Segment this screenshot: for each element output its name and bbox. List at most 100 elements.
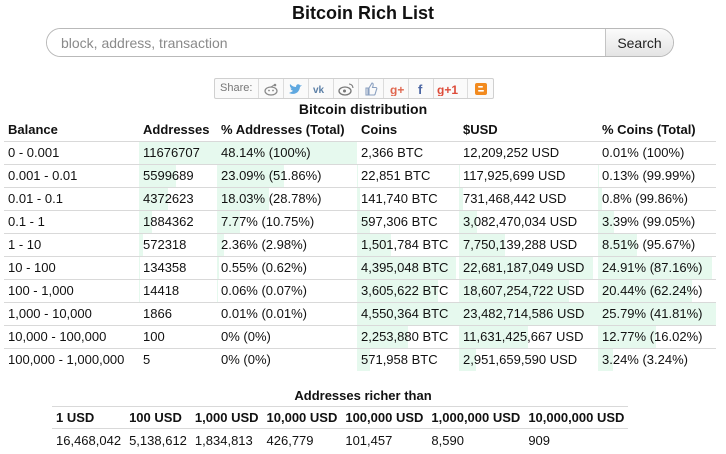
table-cell: 1884362 (139, 209, 217, 233)
table-cell: 12,209,252 USD (459, 140, 598, 164)
table-cell: 25.79% (41.81%) (598, 301, 716, 325)
search-box: Search (46, 28, 674, 57)
share-bar-fill (598, 348, 613, 371)
table-cell: 22,851 BTC (357, 163, 459, 187)
table-cell: 1,000 - 10,000 (4, 301, 139, 325)
table-cell: 23,482,714,586 USD (459, 301, 598, 325)
search-input[interactable] (47, 29, 605, 56)
table-row: 100 - 1,000 14418 0.06% (0.07%) 3,605,622 B… (4, 278, 716, 302)
share-bar-fill (217, 233, 224, 256)
table-cell: 134358 (139, 255, 217, 279)
table-cell: 0 - 0.001 (4, 140, 139, 164)
share-bar-fill (139, 187, 169, 210)
cell-text: 11676707 (143, 145, 200, 160)
share-bar-fill (357, 302, 459, 325)
distribution-header-row: Balance Addresses % Addresses (Total) Co… (4, 119, 716, 141)
column-header: $USD (463, 122, 498, 138)
cell-text: 100,000 - 1,000,000 (8, 352, 125, 368)
table-cell: 10 - 100 (4, 255, 139, 279)
cell-text: 0.001 - 0.01 (8, 168, 78, 183)
share-bar-fill (459, 325, 528, 348)
table-cell: 3,082,470,034 USD (459, 209, 598, 233)
table-cell: 100,000 - 1,000,000 (4, 347, 139, 371)
share-bar-fill (459, 233, 505, 256)
table-cell: 0% (0%) (217, 324, 357, 348)
table-row: 0.001 - 0.01 5599689 23.09% (51.86%) 22,851… (4, 163, 716, 187)
table-cell: 0% (0%) (217, 347, 357, 371)
table-cell: 100 - 1,000 (4, 278, 139, 302)
table-row: 0 - 0.001 11676707 48.14% (100%) 2,366 BTC 1… (4, 140, 716, 164)
table-cell: 14418 (139, 278, 217, 302)
share-bar-fill (357, 279, 438, 302)
richer-values-row: 16,468,042 5,138,612 1,834,813 426,779 1… (52, 429, 628, 452)
share-bar-fill (217, 187, 270, 210)
reddit-icon[interactable] (259, 79, 285, 98)
table-cell: 4,395,048 BTC (357, 255, 459, 279)
cell-text: 5599689 (143, 168, 194, 183)
facebook-icon[interactable]: f (409, 79, 435, 98)
table-cell: 0.001 - 0.01 (4, 163, 139, 187)
cell-text: 8.51% (95.67%) (602, 237, 696, 252)
blogger-icon[interactable] (468, 79, 493, 98)
table-cell: 426,779 (266, 432, 314, 448)
vk-icon[interactable]: vk (309, 79, 335, 98)
table-cell: 571,958 BTC (357, 347, 459, 371)
cell-text: 1,501,784 BTC (361, 237, 449, 252)
googleplus-icon[interactable]: g+ (384, 79, 410, 98)
svg-text:g+: g+ (390, 83, 404, 96)
cell-text: 0.55% (0.62%) (221, 260, 307, 275)
table-cell: 7,750,139,288 USD (459, 232, 598, 256)
table-cell: 2,951,659,590 USD (459, 347, 598, 371)
share-bar-fill (459, 279, 570, 302)
table-cell: 2,366 BTC (357, 140, 459, 164)
cell-text: 2.36% (2.98%) (221, 237, 307, 252)
cell-text: 571,958 BTC (361, 352, 438, 368)
cell-text: 597,306 BTC (361, 214, 438, 229)
page-title: Bitcoin Rich List (291, 3, 434, 23)
column-header: Balance (8, 122, 58, 138)
cell-text: 141,740 BTC (361, 191, 438, 206)
table-cell: 3,605,622 BTC (357, 278, 459, 302)
share-bar-fill (357, 256, 456, 279)
table-row: 10,000 - 100,000 100 0% (0%) 2,253,880 BTC 1… (4, 324, 716, 348)
table-cell: 572318 (139, 232, 217, 256)
cell-text: 48.14% (100%) (221, 145, 311, 160)
table-cell: 100 (139, 324, 217, 348)
column-header: 1,000,000 USD (427, 406, 525, 429)
share-bar-fill (139, 210, 152, 233)
cell-text: 4,395,048 BTC (361, 260, 449, 275)
cell-text: 10 - 100 (8, 260, 56, 275)
table-cell: 1,834,813 (194, 432, 253, 448)
table-row: 1,000 - 10,000 1866 0.01% (0.01%) 4,550,364… (4, 301, 716, 325)
search-button[interactable]: Search (605, 29, 673, 56)
cell-text: 7,750,139,288 USD (463, 237, 578, 252)
share-bar-fill (139, 141, 217, 164)
column-header: 10,000,000 USD (524, 406, 629, 429)
cell-text: 0% (0%) (221, 329, 271, 344)
share-bar-fill (139, 256, 140, 279)
cell-text: 5 (143, 352, 151, 368)
cell-text: 7.77% (10.75%) (221, 214, 315, 229)
cell-text: 100 - 1,000 (8, 283, 74, 298)
share-bar-fill (357, 187, 361, 210)
cell-text: 24.91% (87.16%) (602, 260, 703, 275)
table-cell: 1 - 10 (4, 232, 139, 256)
table-cell: 141,740 BTC (357, 186, 459, 210)
cell-text: 0.06% (0.07%) (221, 283, 307, 298)
table-cell: 0.06% (0.07%) (217, 278, 357, 302)
table-row: 0.01 - 0.1 4372623 18.03% (28.78%) 141,740 … (4, 186, 716, 210)
table-cell: 5 (139, 347, 217, 371)
weibo-icon[interactable] (334, 79, 360, 98)
table-cell: 0.01 - 0.1 (4, 186, 139, 210)
twitter-icon[interactable] (284, 79, 310, 98)
like-icon[interactable] (359, 79, 385, 98)
cell-text: 23.09% (51.86%) (221, 168, 322, 183)
google-plus-one-icon[interactable]: g+1 (434, 79, 469, 98)
column-header: 1 USD (52, 406, 126, 429)
cell-text: 0.01% (0.01%) (221, 306, 307, 321)
cell-text: 134358 (143, 260, 187, 275)
table-cell: 909 (528, 432, 551, 448)
richer-table: 1 USD 100 USD 1,000 USD 10,000 USD 100,0… (52, 406, 629, 452)
cell-text: 12.77% (16.02%) (602, 329, 703, 344)
share-bar-fill (598, 164, 599, 187)
